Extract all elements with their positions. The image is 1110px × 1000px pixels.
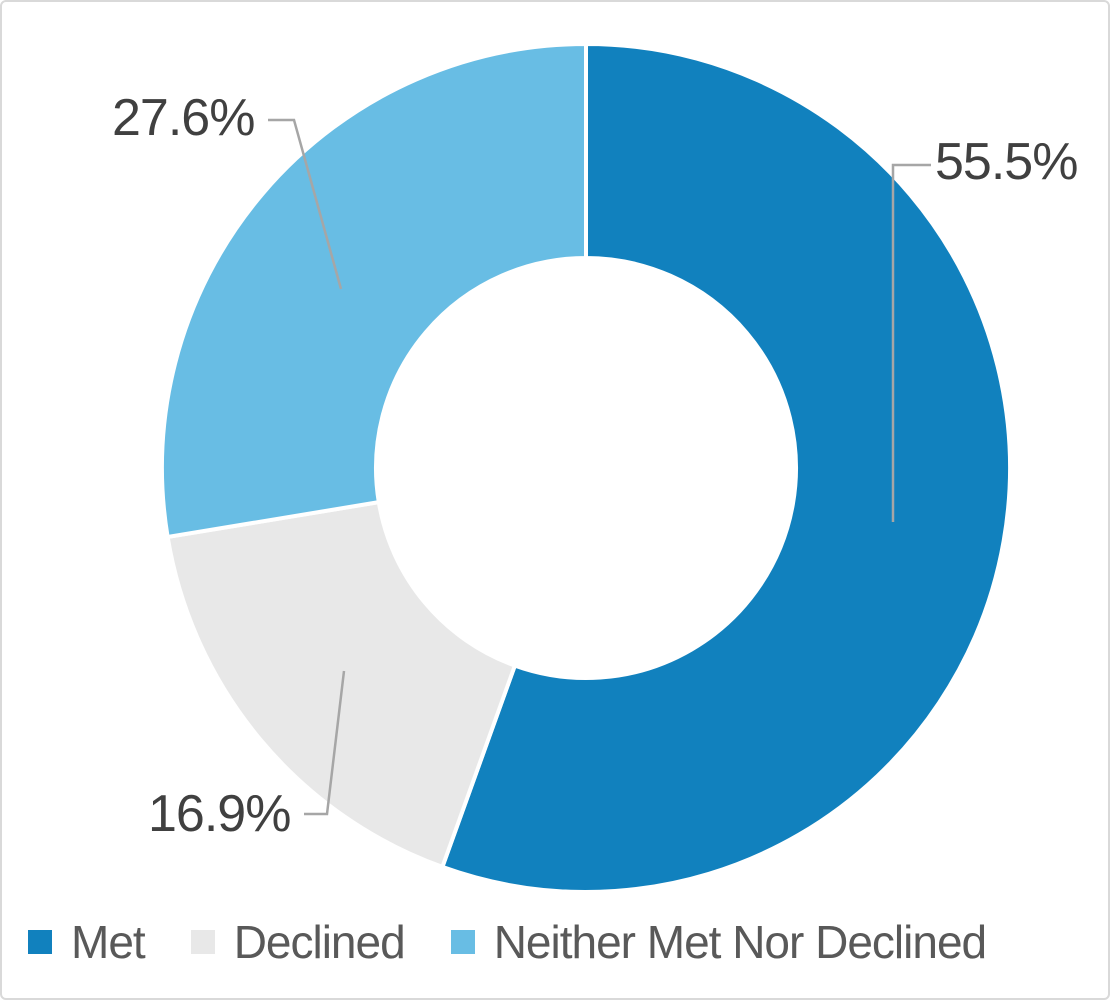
legend-swatch-met [28,930,52,954]
legend-label-met: Met [71,916,146,968]
leader-line-declined [304,670,346,816]
data-label-neither-met-nor-declined: 27.6% [112,89,255,147]
legend-item-neither-met-nor-declined: Neither Met Nor Declined [450,916,987,968]
legend-swatch-neither-met-nor-declined [450,930,475,954]
donut-segment-neither-met-nor-declined [160,41,588,540]
data-label-declined: 16.9% [148,785,291,843]
donut-segment-met [439,41,1012,894]
chart-legend: Met Declined Neither Met Nor Declined [28,914,987,970]
leader-line-neither-met-nor-declined [268,118,343,290]
leader-line-met [891,163,931,522]
legend-label-declined: Declined [233,916,406,968]
legend-item-declined: Declined [190,916,406,968]
data-label-met: 55.5% [935,133,1078,191]
legend-swatch-declined [190,930,215,954]
legend-label-neither-met-nor-declined: Neither Met Nor Declined [493,916,987,968]
legend-item-met: Met [28,916,146,968]
